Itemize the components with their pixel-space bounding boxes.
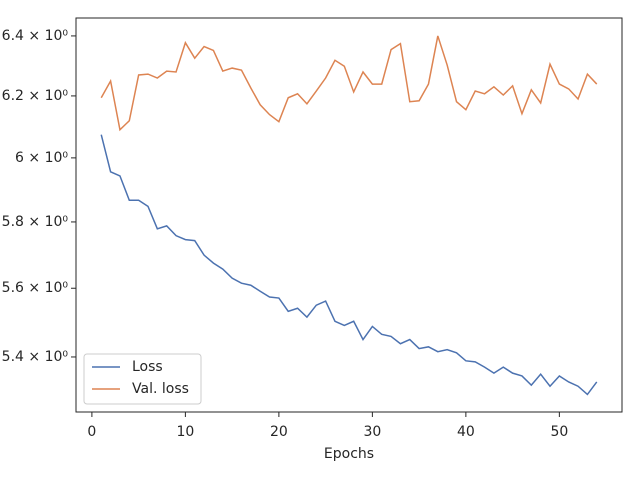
line-series <box>100 35 598 132</box>
x-tick-label: 30 <box>363 424 381 440</box>
y-tick-label: 5.8 × 10⁰ <box>2 214 69 230</box>
y-tick-label: 5.4 × 10⁰ <box>2 349 69 365</box>
y-tick-label: 6.2 × 10⁰ <box>2 88 69 104</box>
legend-label: Loss <box>132 359 163 375</box>
y-tick-label: 6.4 × 10⁰ <box>2 28 69 44</box>
x-tick-label: 0 <box>87 424 96 440</box>
x-tick-label: 20 <box>270 424 288 440</box>
y-tick-label: 6 × 10⁰ <box>15 150 68 166</box>
y-tick-label: 5.6 × 10⁰ <box>2 280 69 296</box>
x-tick-label: 10 <box>176 424 194 440</box>
axes-frame <box>75 17 623 413</box>
x-tick-label: 50 <box>550 424 568 440</box>
legend-label: Val. loss <box>132 381 189 397</box>
x-tick-label: 40 <box>457 424 475 440</box>
line-series <box>100 134 598 396</box>
x-axis-label: Epochs <box>324 446 374 462</box>
